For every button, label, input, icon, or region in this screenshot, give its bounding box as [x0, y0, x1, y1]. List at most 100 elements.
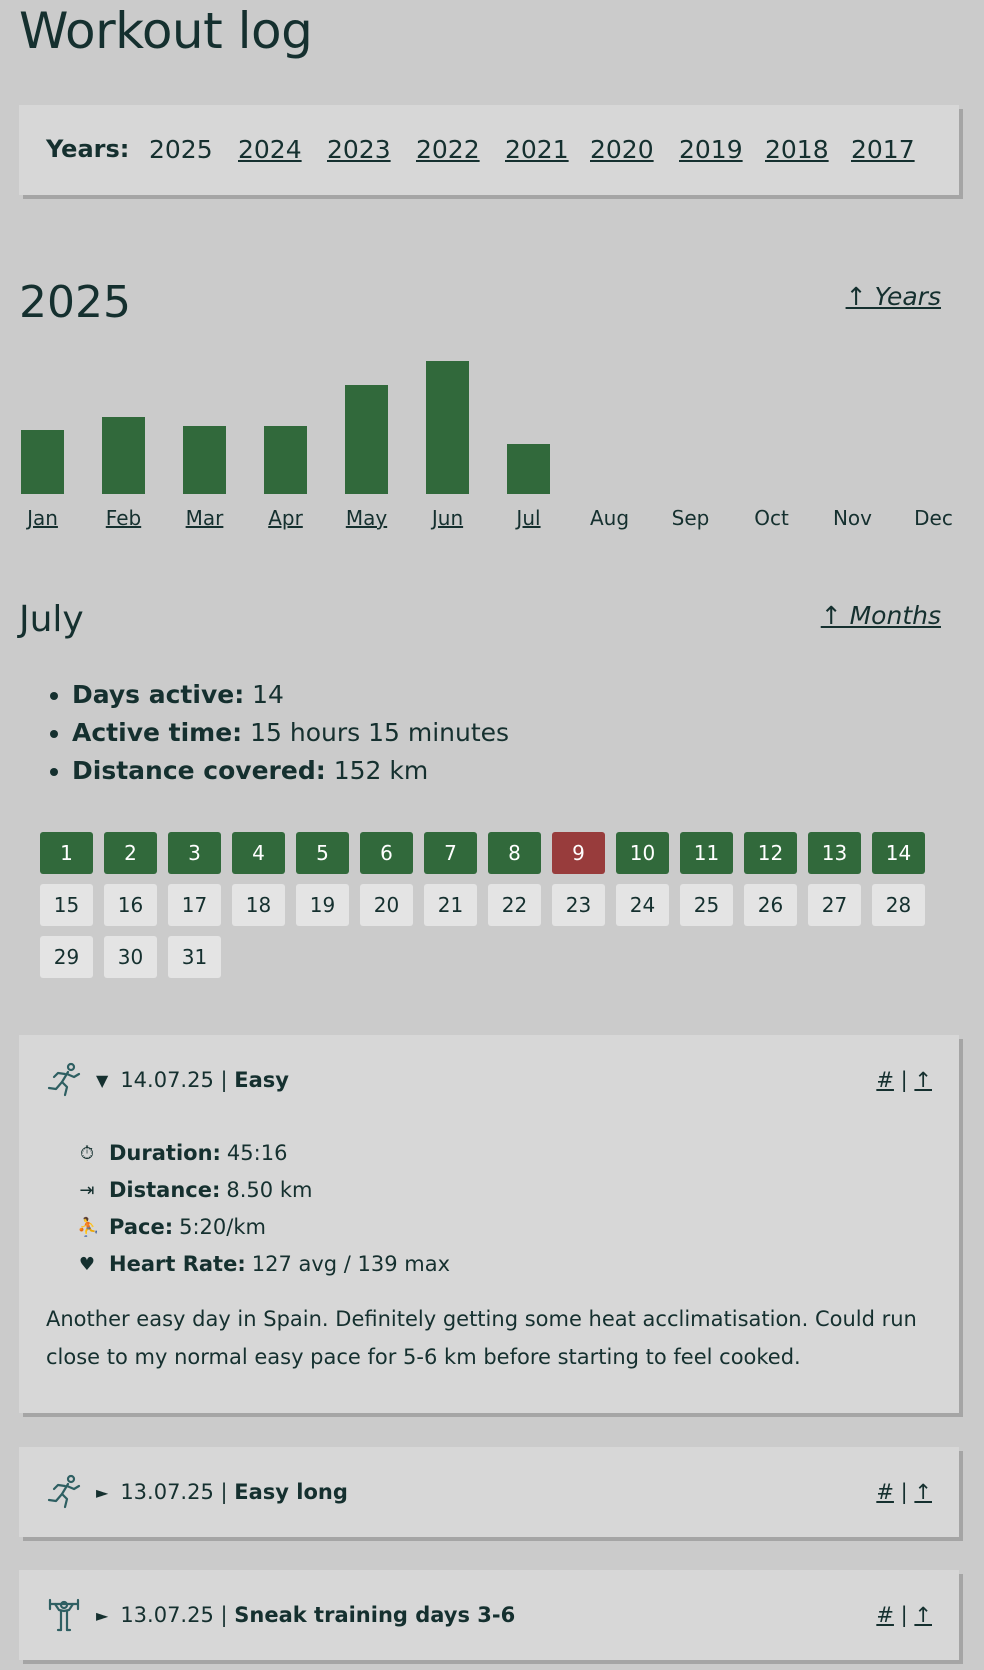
calendar-day[interactable]: 26: [744, 884, 797, 926]
running-icon: [47, 1062, 81, 1097]
year-link-2022[interactable]: 2022: [416, 135, 480, 164]
bar-apr[interactable]: [264, 426, 307, 494]
calendar-day[interactable]: 27: [808, 884, 861, 926]
month-label-sep: Sep: [672, 506, 710, 530]
month-title: July: [19, 599, 84, 640]
month-label-oct: Oct: [754, 506, 789, 530]
calendar-day[interactable]: 19: [296, 884, 349, 926]
entry-metrics: ⏱ Duration: 45:16 ⇥ Distance: 8.50 km ⛹ Pace:…: [77, 1135, 450, 1283]
workout-entry: ► 13.07.25 | Easy long # | ↑: [19, 1447, 959, 1537]
up-years-link[interactable]: ↑ Years: [845, 282, 941, 311]
expand-toggle-icon[interactable]: ▼: [96, 1070, 109, 1090]
year-link-2023[interactable]: 2023: [327, 135, 391, 164]
stopwatch-icon: ⏱: [79, 1143, 95, 1164]
calendar-day[interactable]: 5: [296, 832, 349, 874]
calendar-day[interactable]: 31: [168, 936, 221, 978]
entry-header[interactable]: ► 13.07.25 | Easy long # | ↑: [46, 1474, 932, 1509]
calendar-day[interactable]: 6: [360, 832, 413, 874]
bar-may[interactable]: [345, 385, 388, 494]
calendar-day[interactable]: 4: [232, 832, 285, 874]
bar-jul[interactable]: [507, 444, 550, 494]
calendar-day[interactable]: 9: [552, 832, 605, 874]
entry-title: Easy long: [234, 1480, 348, 1504]
bar-jan[interactable]: [21, 430, 64, 494]
calendar-day[interactable]: 20: [360, 884, 413, 926]
expand-toggle-icon[interactable]: ►: [96, 1605, 109, 1625]
calendar-day[interactable]: 25: [680, 884, 733, 926]
years-nav: Years: 2025 2024 2023 2022 2021 2020 201…: [19, 105, 959, 195]
entry-header[interactable]: ▼ 14.07.25 | Easy # | ↑: [46, 1062, 932, 1097]
year-link-2019[interactable]: 2019: [679, 135, 743, 164]
entry-title: Easy: [234, 1068, 289, 1092]
bar-mar[interactable]: [183, 426, 226, 494]
calendar-day[interactable]: 16: [104, 884, 157, 926]
weightlifting-icon: [48, 1598, 80, 1632]
year-link-2020[interactable]: 2020: [590, 135, 654, 164]
calendar-day[interactable]: 12: [744, 832, 797, 874]
month-label-may[interactable]: May: [346, 506, 388, 530]
entry-up-link[interactable]: ↑: [914, 1068, 932, 1092]
month-label-mar[interactable]: Mar: [186, 506, 225, 530]
entry-header[interactable]: ► 13.07.25 | Sneak training days 3-6 # |…: [46, 1598, 932, 1632]
years-label: Years:: [46, 135, 130, 163]
year-link-2024[interactable]: 2024: [238, 135, 302, 164]
bar-jun[interactable]: [426, 361, 469, 494]
calendar-day[interactable]: 2: [104, 832, 157, 874]
up-months-link[interactable]: ↑ Months: [820, 601, 941, 630]
calendar-day[interactable]: 28: [872, 884, 925, 926]
monthly-activity-chart: Jan Feb Mar Apr May Jun Jul Aug Sep Oct Nov Dec: [21, 361, 953, 530]
calendar-day[interactable]: 22: [488, 884, 541, 926]
stat-distance: Distance covered: 152 km: [72, 752, 509, 790]
bar-feb[interactable]: [102, 417, 145, 494]
metric-duration: ⏱ Duration: 45:16: [77, 1135, 450, 1172]
entry-anchor-link[interactable]: #: [876, 1603, 894, 1627]
month-label-jul[interactable]: Jul: [514, 506, 540, 530]
calendar-day[interactable]: 10: [616, 832, 669, 874]
year-title: 2025: [19, 277, 131, 328]
entry-title: Sneak training days 3-6: [234, 1603, 516, 1627]
calendar-day[interactable]: 8: [488, 832, 541, 874]
year-link-2018[interactable]: 2018: [765, 135, 829, 164]
calendar-day[interactable]: 7: [424, 832, 477, 874]
calendar-day[interactable]: 30: [104, 936, 157, 978]
entry-notes: Another easy day in Spain. Definitely ge…: [46, 1307, 917, 1369]
month-label-apr[interactable]: Apr: [268, 506, 303, 530]
running-icon: [47, 1474, 81, 1509]
calendar-day[interactable]: 21: [424, 884, 477, 926]
distance-icon: ⇥: [79, 1180, 95, 1201]
calendar-day[interactable]: 15: [40, 884, 93, 926]
month-label-feb[interactable]: Feb: [106, 506, 141, 530]
calendar-day[interactable]: 1: [40, 832, 93, 874]
workout-entry: ▼ 14.07.25 | Easy # | ↑ ⏱ Duration: 45:16 …: [19, 1035, 959, 1413]
metric-pace: ⛹ Pace: 5:20/km: [77, 1209, 450, 1246]
metric-heart-rate: ♥ Heart Rate: 127 avg / 139 max: [77, 1246, 450, 1283]
year-link-2017[interactable]: 2017: [851, 135, 915, 164]
entry-up-link[interactable]: ↑: [914, 1480, 932, 1504]
calendar-day[interactable]: 14: [872, 832, 925, 874]
calendar-day[interactable]: 17: [168, 884, 221, 926]
calendar-day[interactable]: 3: [168, 832, 221, 874]
calendar-day[interactable]: 24: [616, 884, 669, 926]
calendar-day[interactable]: 29: [40, 936, 93, 978]
pace-icon: ⛹: [77, 1217, 100, 1238]
expand-toggle-icon[interactable]: ►: [96, 1482, 109, 1502]
entry-anchor-link[interactable]: #: [876, 1068, 894, 1092]
metric-distance: ⇥ Distance: 8.50 km: [77, 1172, 450, 1209]
entry-anchor-link[interactable]: #: [876, 1480, 894, 1504]
month-stats: Days active: 14 Active time: 15 hours 15…: [30, 676, 509, 790]
calendar-day[interactable]: 23: [552, 884, 605, 926]
calendar-day[interactable]: 11: [680, 832, 733, 874]
calendar-day[interactable]: 13: [808, 832, 861, 874]
month-label-jan[interactable]: Jan: [25, 506, 58, 530]
month-label-aug: Aug: [590, 506, 629, 530]
entry-up-link[interactable]: ↑: [914, 1603, 932, 1627]
entry-date: 13.07.25 |: [120, 1480, 228, 1504]
entry-date: 13.07.25 |: [120, 1603, 228, 1627]
workout-entry: ► 13.07.25 | Sneak training days 3-6 # |…: [19, 1570, 959, 1660]
heart-icon: ♥: [78, 1254, 96, 1275]
year-2025-current: 2025: [149, 135, 213, 164]
year-link-2021[interactable]: 2021: [505, 135, 569, 164]
month-label-jun[interactable]: Jun: [430, 506, 463, 530]
calendar-day[interactable]: 18: [232, 884, 285, 926]
month-label-nov: Nov: [833, 506, 872, 530]
